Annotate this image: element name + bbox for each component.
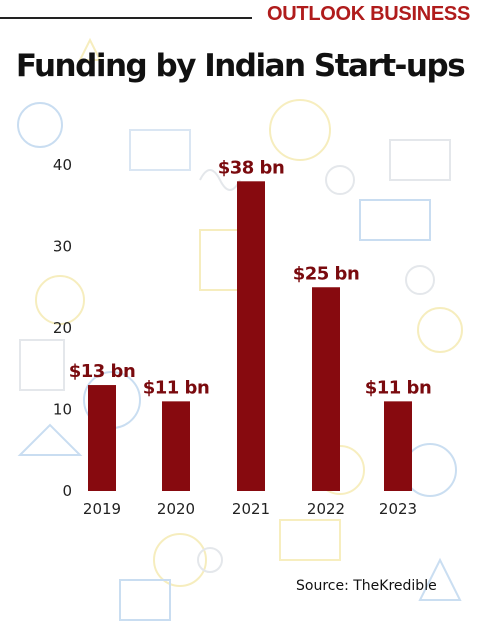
x-tick-label: 2023 (379, 500, 417, 518)
y-tick-label: 40 (53, 156, 72, 174)
y-tick-label: 10 (53, 401, 72, 419)
x-tick-label: 2022 (307, 500, 345, 518)
y-tick-label: 20 (53, 319, 72, 337)
header-rule (0, 17, 252, 19)
source-note: Source: TheKredible (296, 578, 437, 594)
data-label: $11 bn (365, 377, 432, 398)
chart-title: Funding by Indian Start-ups (15, 48, 466, 84)
x-tick-label: 2019 (83, 500, 121, 518)
bar (237, 181, 265, 492)
brand-logo: OUTLOOK BUSINESS (267, 3, 470, 25)
data-label: $11 bn (143, 377, 210, 398)
bar (162, 401, 190, 491)
bar (312, 287, 340, 491)
bar (88, 385, 116, 491)
y-tick-label: 30 (53, 238, 72, 256)
x-tick-label: 2021 (232, 500, 270, 518)
data-label: $13 bn (69, 361, 136, 382)
data-label: $25 bn (293, 263, 360, 284)
bar (384, 401, 412, 491)
data-label: $38 bn (218, 157, 285, 178)
x-tick-label: 2020 (157, 500, 195, 518)
y-tick-label: 0 (62, 482, 72, 500)
